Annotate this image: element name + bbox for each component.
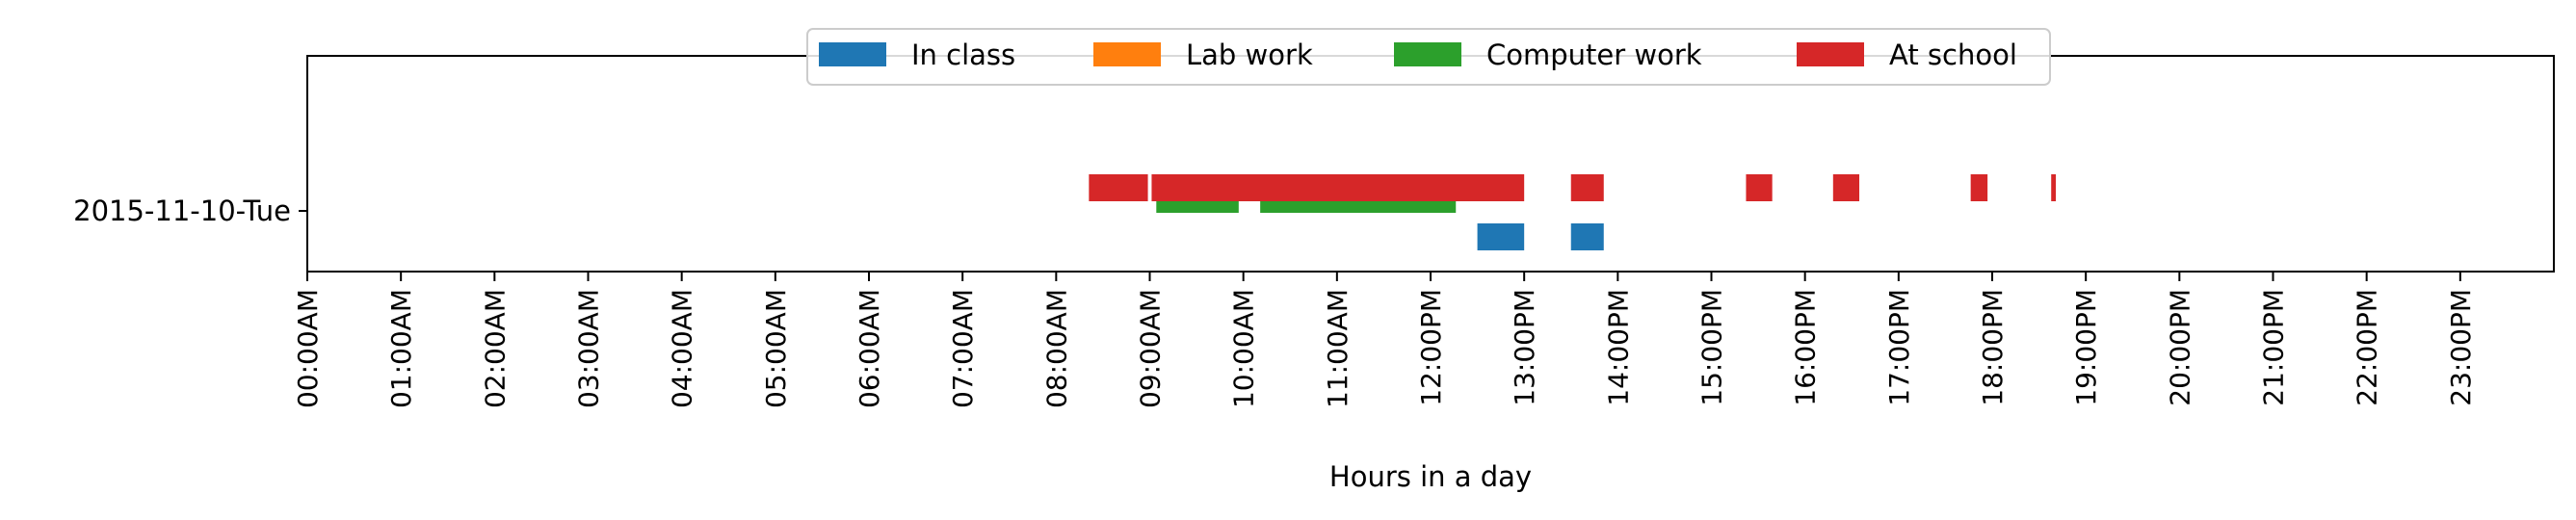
x-tick-label: 21:00PM — [2258, 289, 2290, 406]
legend-label-computer-work: Computer work — [1486, 39, 1702, 71]
x-tick-label: 06:00AM — [854, 289, 885, 408]
x-tick-label: 23:00PM — [2445, 289, 2477, 406]
legend-label-lab-work: Lab work — [1186, 39, 1313, 71]
x-tick-label: 12:00PM — [1415, 289, 1447, 406]
bar-in-class-0 — [1477, 223, 1525, 250]
x-axis: 00:00AM 01:00AM 02:00AM 03:00AM 04:00AM 05:00… — [292, 272, 2477, 408]
x-tick-label: 09:00AM — [1135, 289, 1167, 408]
x-tick-label: 10:00AM — [1228, 289, 1260, 408]
x-tick-label: 20:00PM — [2164, 289, 2195, 406]
bar-at-school-0 — [1089, 174, 1148, 201]
x-tick-label: 00:00AM — [292, 289, 324, 408]
x-tick-label: 13:00PM — [1509, 289, 1540, 406]
x-tick-label: 08:00AM — [1040, 289, 1072, 408]
bar-at-school-4 — [1832, 174, 1860, 201]
x-tick-label: 22:00PM — [2352, 289, 2383, 406]
legend-swatch-lab-work — [1093, 42, 1161, 66]
plot-area — [306, 55, 2555, 273]
x-tick-label: 04:00AM — [667, 289, 698, 408]
x-tick-label: 03:00AM — [573, 289, 605, 408]
bar-at-school-5 — [1970, 174, 1988, 201]
y-tick-label: 2015-11-10-Tue — [73, 195, 291, 227]
bar-in-class-1 — [1570, 223, 1604, 250]
bar-at-school-2 — [1570, 174, 1604, 201]
bar-at-school-6 — [2051, 174, 2057, 201]
legend-swatch-computer-work — [1394, 42, 1461, 66]
legend-swatch-at-school — [1797, 42, 1864, 66]
x-tick-label: 17:00PM — [1883, 289, 1915, 406]
x-tick-label: 07:00AM — [947, 289, 979, 408]
y-axis: 2015-11-10-Tue — [73, 195, 307, 227]
x-tick-label: 05:00AM — [760, 289, 792, 408]
x-tick-label: 02:00AM — [479, 289, 511, 408]
legend-swatch-in-class — [819, 42, 886, 66]
x-tick-label: 01:00AM — [385, 289, 417, 408]
x-tick-label: 11:00AM — [1322, 289, 1354, 408]
x-tick-label: 18:00PM — [1977, 289, 2009, 406]
x-tick-label: 14:00PM — [1602, 289, 1634, 406]
x-tick-label: 16:00PM — [1790, 289, 1822, 406]
legend-label-at-school: At school — [1889, 39, 2017, 71]
bar-at-school-1 — [1151, 174, 1525, 201]
x-tick-label: 15:00PM — [1696, 289, 1728, 406]
x-axis-label: Hours in a day — [1329, 460, 1532, 493]
bars-layer — [1089, 174, 2057, 250]
bar-at-school-3 — [1746, 174, 1773, 201]
legend: In class Lab work Computer work At school — [806, 28, 2051, 86]
x-tick-label: 19:00PM — [2070, 289, 2102, 406]
legend-label-in-class: In class — [911, 39, 1015, 71]
